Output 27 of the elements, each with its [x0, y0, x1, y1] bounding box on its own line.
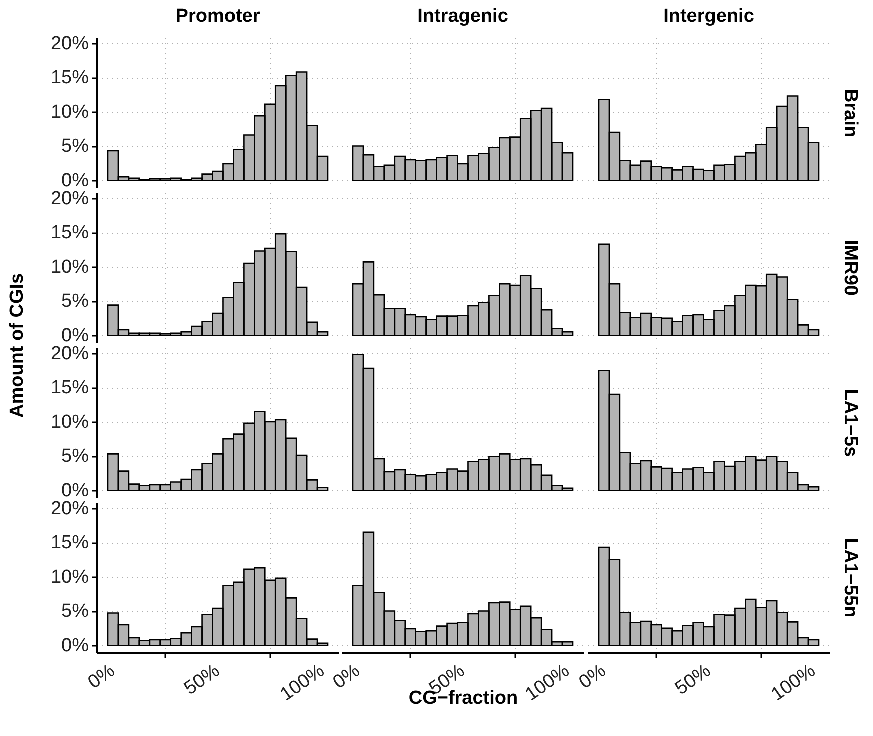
- y-tick-label: 15%: [50, 68, 90, 89]
- y-tick-label: 15%: [50, 222, 90, 244]
- y2-axis-title: IMR90: [839, 239, 862, 298]
- y-tick-label: 10%: [50, 256, 90, 278]
- x-tick-label: 0%: [576, 660, 610, 694]
- y-axis-title: Amount of CGIs: [6, 272, 29, 420]
- y-tick-label: 10%: [50, 102, 90, 123]
- x-tick-label: 0%: [330, 660, 364, 694]
- x-tick-label: 0%: [84, 660, 120, 694]
- y2-axis-title: LA1−5s: [839, 388, 862, 460]
- y-tick-label: 20%: [50, 33, 90, 54]
- x-tick-label: 50%: [672, 660, 715, 700]
- y-tick-label: 5%: [62, 446, 90, 468]
- y-tick-label: 15%: [50, 532, 90, 554]
- x-tick-label: 50%: [180, 660, 224, 700]
- y-tick-label: 10%: [50, 412, 90, 433]
- y-tick-label: 15%: [50, 378, 90, 399]
- y-tick-label: 5%: [62, 136, 90, 158]
- y-tick-label: 0%: [62, 635, 90, 656]
- y-tick-label: 10%: [50, 566, 90, 588]
- y2-axis-title: LA1−55n: [839, 537, 862, 620]
- y-tick-label: 5%: [62, 291, 90, 312]
- chart-title: Promoter: [174, 6, 262, 28]
- chart-title: Intragenic: [416, 6, 510, 28]
- y2-axis-title: Brain: [839, 88, 862, 140]
- chart-title: Intergenic: [662, 6, 756, 28]
- y-tick-label: 5%: [62, 601, 90, 622]
